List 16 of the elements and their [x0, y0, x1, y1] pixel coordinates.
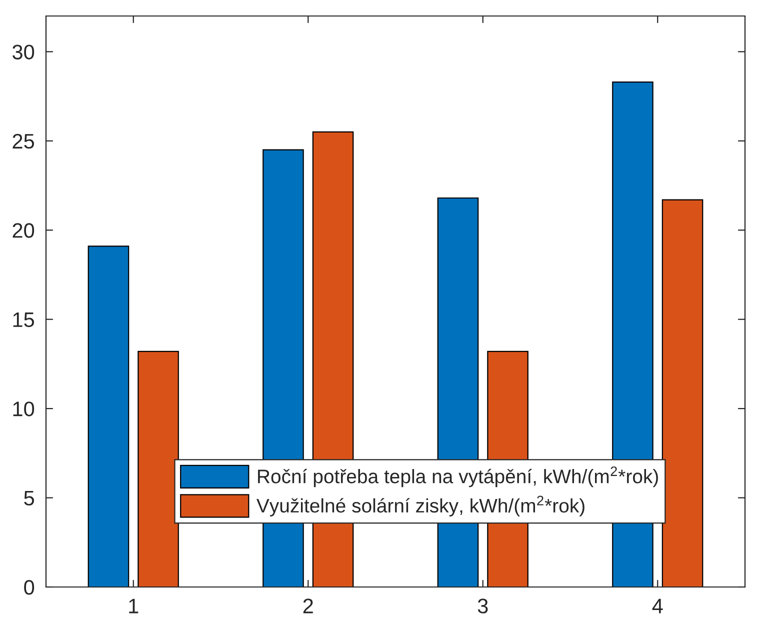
- y-tick-label: 20: [12, 223, 34, 238]
- y-tick-label: 5: [24, 490, 34, 506]
- x-tick-label: 1: [129, 598, 138, 614]
- x-tick-label: 3: [478, 598, 488, 614]
- y-tick-label: 25: [12, 134, 34, 149]
- x-tick-label: 2: [303, 598, 313, 614]
- x-tick-label: 4: [652, 598, 663, 614]
- bar: [88, 246, 130, 587]
- bar: [138, 350, 179, 587]
- bar: [662, 199, 704, 587]
- y-tick-label: 15: [13, 312, 34, 328]
- y-tick-label: 0: [24, 580, 34, 595]
- legend-label: Využitelné solární zisky, kWh/(m$^{2}$*rok): [256, 496, 584, 516]
- y-tick-label: 30: [12, 44, 34, 60]
- y-tick-label: 10: [13, 402, 34, 416]
- legend-label: Roční potřeba tepla na vytápění, kWh/(m$^{2}$*rok): [258, 466, 658, 488]
